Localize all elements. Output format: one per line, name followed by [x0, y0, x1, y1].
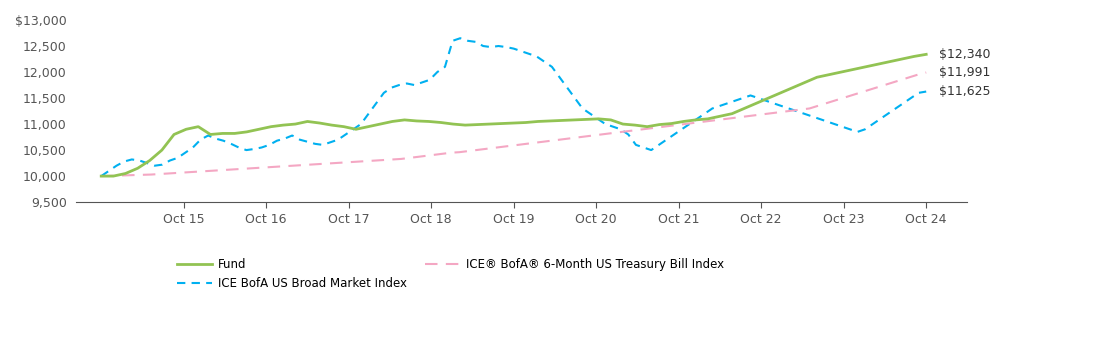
Text: $11,625: $11,625: [939, 85, 990, 98]
Text: $12,340: $12,340: [939, 48, 990, 61]
Legend: Fund, ICE BofA US Broad Market Index, ICE® BofA® 6-Month US Treasury Bill Index: Fund, ICE BofA US Broad Market Index, IC…: [172, 254, 729, 295]
Text: $11,991: $11,991: [939, 66, 990, 79]
